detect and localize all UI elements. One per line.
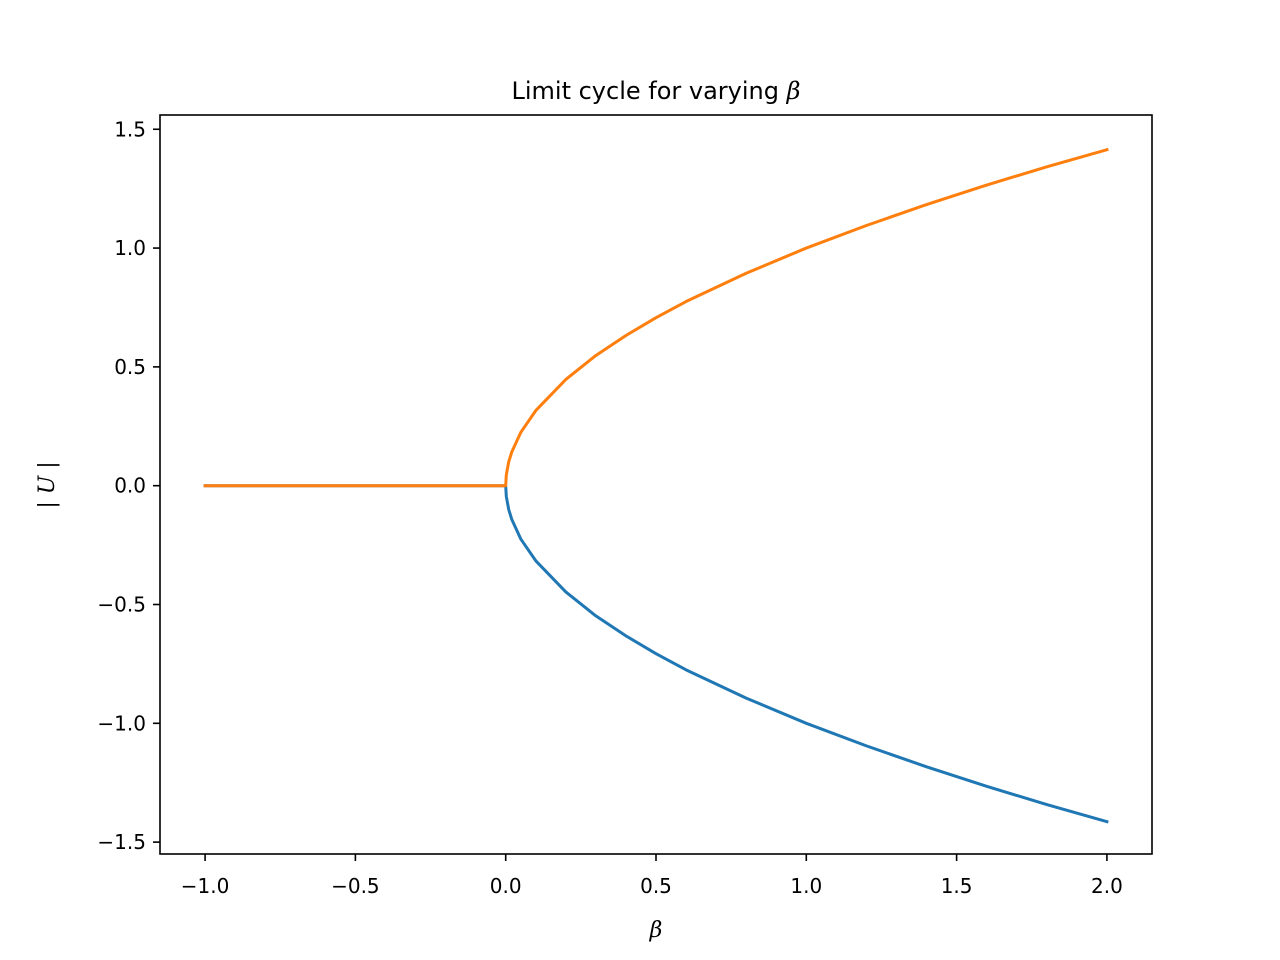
y-tick-label: 1.0 bbox=[114, 236, 146, 260]
y-axis-ticks: −1.5 −1.0 −0.5 0.0 0.5 1.0 1.5 bbox=[97, 117, 160, 854]
x-tick-label: 1.0 bbox=[790, 874, 822, 898]
chart-title-symbol: β bbox=[786, 77, 801, 105]
y-tick-label: −0.5 bbox=[97, 592, 146, 616]
chart-title: Limit cycle for varying β bbox=[511, 77, 800, 105]
x-tick-label: −0.5 bbox=[331, 874, 380, 898]
x-axis-ticks: −1.0 −0.5 0.0 0.5 1.0 1.5 2.0 bbox=[181, 854, 1123, 898]
x-tick-label: −1.0 bbox=[181, 874, 230, 898]
x-tick-label: 0.5 bbox=[640, 874, 672, 898]
y-axis-label: | U | bbox=[35, 461, 60, 508]
chart-title-text: Limit cycle for varying bbox=[511, 77, 786, 105]
y-tick-label: −1.0 bbox=[97, 711, 146, 735]
x-tick-label: 1.5 bbox=[941, 874, 973, 898]
y-tick-label: 0.5 bbox=[114, 355, 146, 379]
x-tick-label: 2.0 bbox=[1091, 874, 1123, 898]
series-line-2 bbox=[203, 147, 1109, 488]
y-tick-label: 1.5 bbox=[114, 117, 146, 141]
y-tick-label: −1.5 bbox=[97, 830, 146, 854]
plot-area bbox=[203, 147, 1109, 824]
x-axis-label: β bbox=[649, 918, 663, 943]
series-line-1 bbox=[203, 484, 1109, 824]
x-tick-label: 0.0 bbox=[490, 874, 522, 898]
y-tick-label: 0.0 bbox=[114, 474, 146, 498]
